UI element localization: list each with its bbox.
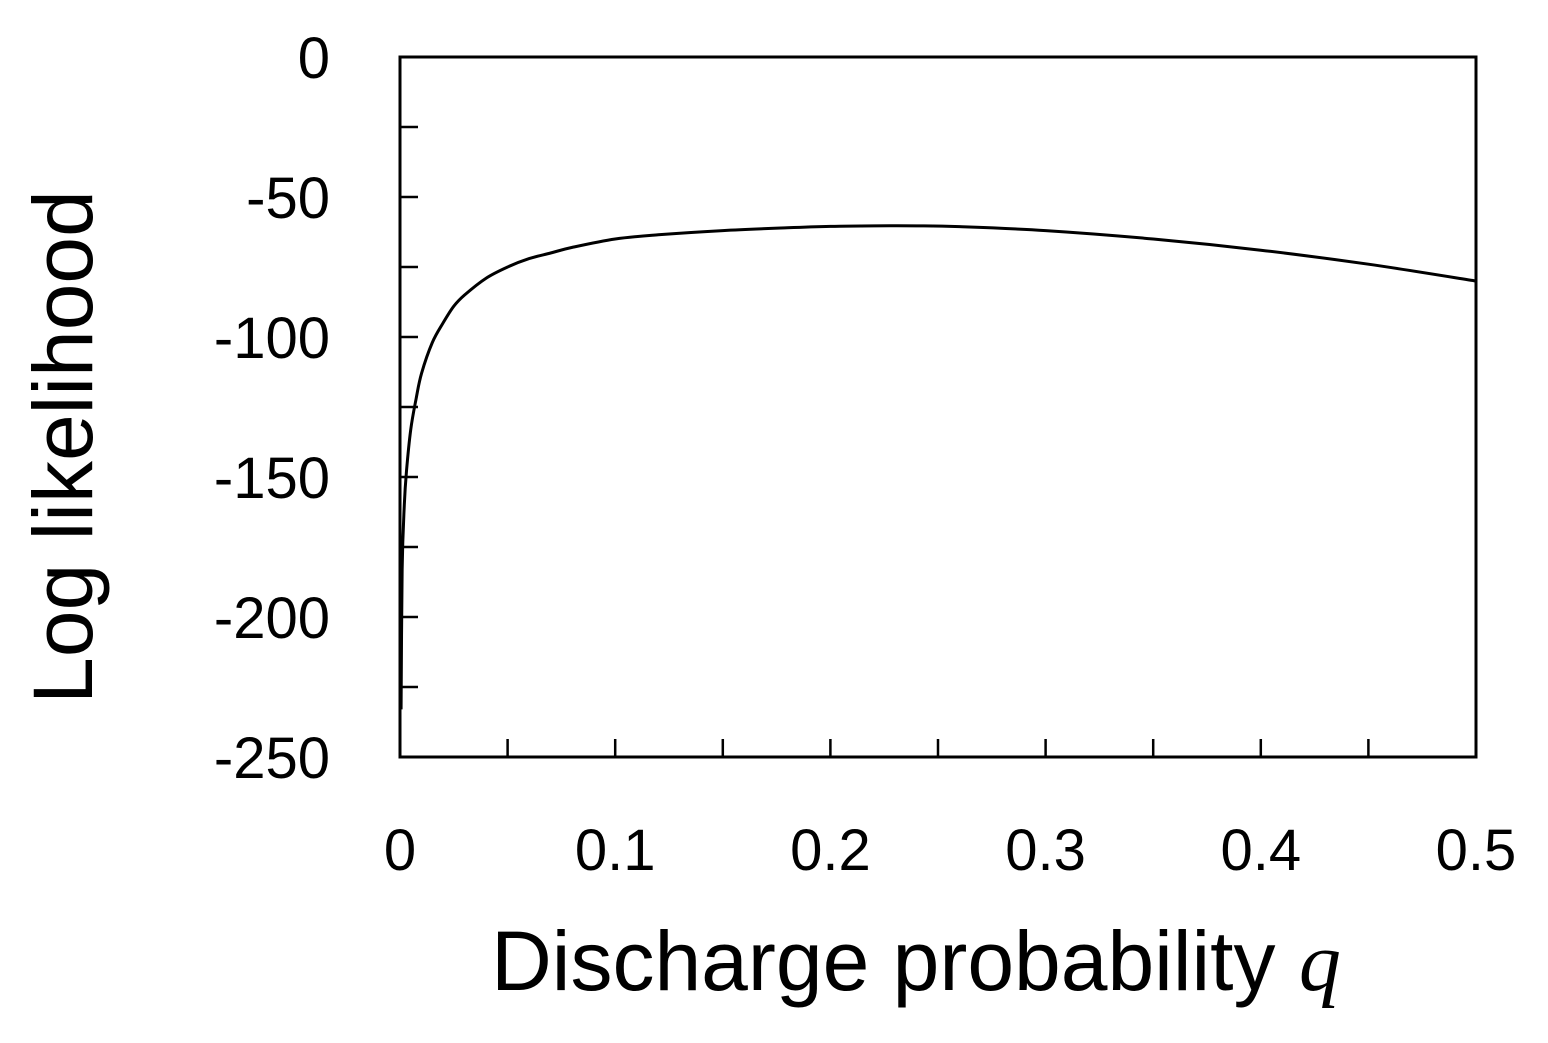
x-tick-label: 0.1 — [575, 818, 656, 883]
plot-frame — [398, 55, 1478, 759]
y-tick-label: -100 — [214, 306, 330, 371]
x-tick-label: 0.5 — [1436, 818, 1517, 883]
major-ticks — [398, 55, 1478, 759]
minor-ticks — [400, 125, 1370, 757]
y-tick-label: -250 — [214, 726, 330, 791]
y-tick-label: 0 — [298, 26, 330, 91]
x-tick-label: 0 — [384, 818, 416, 883]
x-tick-label: 0.2 — [790, 818, 871, 883]
y-axis-title: Log likelihood — [16, 190, 110, 704]
x-tick-label: 0.3 — [1005, 818, 1086, 883]
y-tick-label: -150 — [214, 446, 330, 511]
y-tick-label: -50 — [246, 166, 330, 231]
series-layer — [399, 224, 1477, 710]
x-axis-symbol: q — [1299, 916, 1341, 1009]
series-line — [399, 224, 1477, 710]
x-tick-labels: 0 0.1 0.2 0.3 0.4 0.5 — [384, 818, 1516, 883]
y-tick-label: -200 — [214, 586, 330, 651]
x-axis-title-text: Discharge probability — [491, 914, 1275, 1008]
x-axis-title: Discharge probability q — [491, 914, 1341, 1009]
x-tick-label: 0.4 — [1220, 818, 1301, 883]
x-axis-title-space — [1276, 914, 1299, 1008]
y-tick-labels: 0 -50 -100 -150 -200 -250 — [214, 26, 330, 791]
